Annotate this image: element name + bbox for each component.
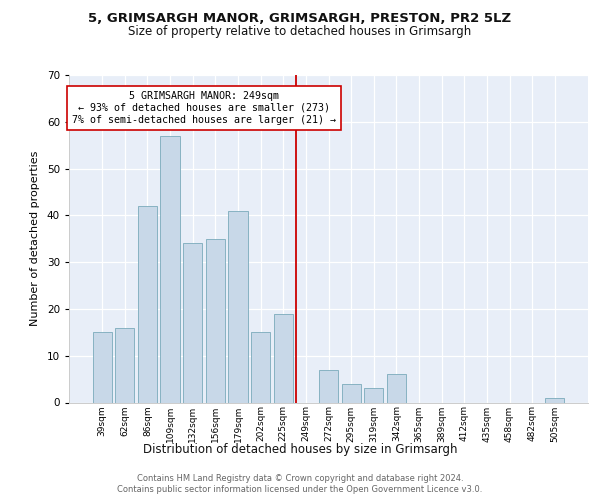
Y-axis label: Number of detached properties: Number of detached properties bbox=[30, 151, 40, 326]
Bar bbox=[364, 388, 383, 402]
Bar bbox=[319, 370, 338, 402]
Bar bbox=[206, 239, 225, 402]
Bar bbox=[115, 328, 134, 402]
Bar bbox=[341, 384, 361, 402]
Bar bbox=[251, 332, 270, 402]
Bar bbox=[183, 244, 202, 402]
Text: Size of property relative to detached houses in Grimsargh: Size of property relative to detached ho… bbox=[128, 24, 472, 38]
Text: Contains public sector information licensed under the Open Government Licence v3: Contains public sector information licen… bbox=[118, 485, 482, 494]
Bar bbox=[160, 136, 180, 402]
Text: Distribution of detached houses by size in Grimsargh: Distribution of detached houses by size … bbox=[143, 442, 457, 456]
Bar bbox=[274, 314, 293, 402]
Bar bbox=[545, 398, 565, 402]
Text: Contains HM Land Registry data © Crown copyright and database right 2024.: Contains HM Land Registry data © Crown c… bbox=[137, 474, 463, 483]
Text: 5, GRIMSARGH MANOR, GRIMSARGH, PRESTON, PR2 5LZ: 5, GRIMSARGH MANOR, GRIMSARGH, PRESTON, … bbox=[88, 12, 512, 26]
Bar bbox=[92, 332, 112, 402]
Text: 5 GRIMSARGH MANOR: 249sqm
← 93% of detached houses are smaller (273)
7% of semi-: 5 GRIMSARGH MANOR: 249sqm ← 93% of detac… bbox=[72, 92, 336, 124]
Bar bbox=[229, 210, 248, 402]
Bar bbox=[138, 206, 157, 402]
Bar bbox=[387, 374, 406, 402]
